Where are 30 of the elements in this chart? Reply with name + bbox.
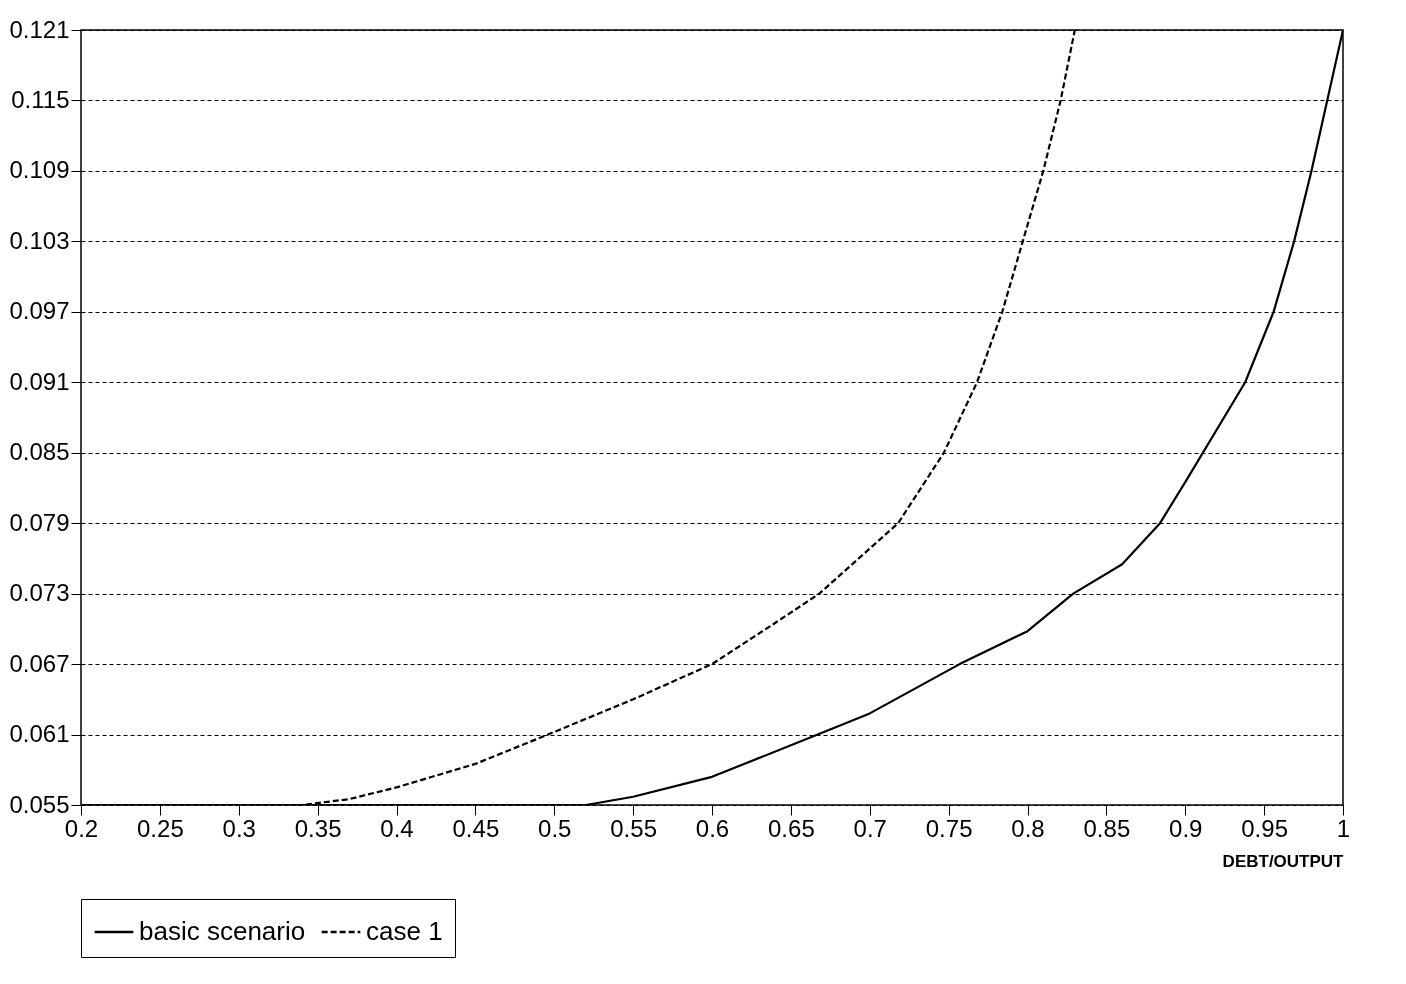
y-tick-label: 0.115 [11, 85, 70, 113]
x-axis-title: DEBT/OUTPUT [1222, 851, 1345, 871]
y-tick-label: 0.061 [9, 720, 70, 748]
y-tick-label: 0.109 [9, 156, 70, 184]
y-tick-label: 0.079 [9, 508, 70, 536]
y-tick-label: 0.097 [9, 297, 70, 325]
x-tick-label: 0.45 [452, 814, 500, 842]
x-tick-label: 0.65 [768, 814, 815, 842]
legend-label: case 1 [366, 916, 443, 946]
x-tick-label: 0.55 [610, 814, 657, 842]
x-tick-label: 0.75 [925, 814, 973, 842]
y-tick-label: 0.067 [9, 649, 70, 677]
y-tick-label: 0.121 [9, 15, 70, 43]
x-tick-label: 0.5 [538, 814, 572, 842]
x-tick-label: 0.8 [1011, 814, 1045, 842]
x-tick-label: 0.4 [380, 814, 414, 842]
legend-label: basic scenario [139, 916, 306, 946]
x-tick-label: 0.7 [853, 814, 887, 842]
x-tick-label: 0.6 [695, 814, 730, 842]
x-tick-label: 0.85 [1083, 814, 1131, 842]
y-tick-label: 0.103 [9, 226, 70, 254]
x-tick-label: 0.3 [222, 814, 256, 842]
x-tick-label: 1 [1336, 814, 1351, 842]
x-tick-label: 0.9 [1169, 814, 1203, 842]
x-tick-label: 0.25 [137, 814, 184, 842]
y-tick-label: 0.085 [9, 438, 70, 466]
x-tick-label: 0.95 [1241, 814, 1288, 842]
y-tick-label: 0.073 [9, 579, 70, 607]
x-tick-label: 0.35 [294, 814, 342, 842]
y-tick-label: 0.091 [9, 367, 70, 395]
